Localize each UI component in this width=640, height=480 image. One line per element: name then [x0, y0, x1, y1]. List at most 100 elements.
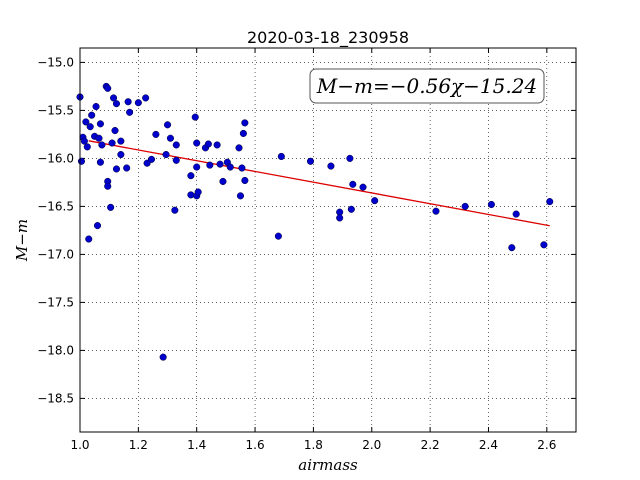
data-point	[432, 207, 440, 215]
data-point	[126, 108, 134, 116]
x-tick-label: 1.2	[129, 438, 148, 452]
data-point	[134, 99, 142, 107]
fit-line	[88, 140, 550, 227]
data-point	[461, 202, 469, 210]
y-tick-label: −17.5	[37, 295, 74, 309]
data-point	[82, 118, 90, 126]
data-point	[306, 157, 315, 165]
data-point	[110, 94, 118, 102]
x-tick-label: 2.0	[362, 438, 381, 452]
data-point	[213, 141, 221, 149]
y-tick-label: −16.5	[37, 199, 74, 213]
data-point	[508, 244, 516, 252]
y-tick-label: −18.0	[37, 343, 74, 357]
data-point	[546, 198, 554, 206]
data-point	[112, 100, 121, 108]
y-tick-label: −15.0	[37, 55, 74, 69]
data-point	[172, 141, 180, 149]
y-tick-label: −17.0	[37, 247, 74, 261]
data-point	[346, 154, 354, 162]
data-point	[347, 205, 355, 213]
annotation-box	[309, 68, 545, 104]
y-axis-label: M−m	[13, 219, 31, 262]
data-point	[327, 162, 335, 170]
data-point	[239, 129, 247, 137]
data-point	[226, 163, 234, 171]
axis-ticks: 1.0 1.2 1.4 1.6 1.8 2.0 2.2 2.4 2.6 −15.0 −15.5 −16…	[37, 48, 576, 452]
annotation-text: M−m=−0.56χ−15.24	[316, 74, 537, 98]
equation-annotation: M−m=−0.56χ−15.24	[309, 68, 545, 104]
data-point	[371, 197, 379, 205]
data-point	[80, 137, 88, 145]
x-tick-label: 1.8	[304, 438, 323, 452]
y-tick-label: −18.5	[37, 391, 74, 405]
x-tick-label: 1.6	[246, 438, 265, 452]
data-point	[187, 172, 195, 180]
data-point	[104, 182, 112, 190]
x-tick-label: 2.2	[421, 438, 440, 452]
data-point	[104, 84, 112, 92]
x-tick-label: 2.6	[537, 438, 556, 452]
x-tick-label: 1.0	[70, 438, 89, 452]
data-point	[359, 183, 367, 191]
data-point	[487, 200, 495, 209]
fit-line-group	[88, 140, 550, 227]
data-point	[77, 157, 86, 165]
data-point	[159, 353, 167, 361]
data-point	[147, 155, 156, 163]
chart-title: 2020-03-18_230958	[247, 28, 409, 48]
data-point	[540, 241, 548, 249]
x-tick-label: 1.4	[187, 438, 206, 452]
data-point	[123, 164, 131, 172]
data-point	[117, 151, 125, 159]
x-tick-label: 2.4	[479, 438, 498, 452]
data-point	[193, 163, 201, 171]
data-point	[219, 177, 227, 185]
data-point	[96, 158, 104, 166]
data-point	[241, 119, 249, 127]
data-point	[238, 164, 246, 172]
data-point	[92, 103, 100, 111]
data-point	[241, 176, 249, 185]
data-point	[193, 139, 201, 147]
data-point	[274, 232, 282, 240]
data-point	[85, 235, 93, 243]
data-point	[96, 120, 104, 128]
data-point	[216, 160, 224, 168]
y-tick-label: −16.0	[37, 151, 74, 165]
data-point	[142, 94, 150, 102]
data-point	[277, 152, 285, 161]
plot-frame	[79, 47, 577, 433]
data-points	[76, 82, 554, 361]
data-point	[88, 111, 96, 119]
data-point	[336, 214, 344, 222]
data-point	[86, 123, 94, 131]
data-point	[124, 98, 132, 106]
data-point	[93, 222, 102, 230]
data-point	[111, 127, 119, 135]
data-point	[98, 141, 106, 149]
data-point	[83, 143, 91, 151]
data-point	[235, 144, 243, 152]
data-point	[108, 139, 116, 147]
data-point	[107, 203, 115, 211]
data-point	[206, 161, 214, 169]
data-point	[236, 192, 245, 200]
data-point	[187, 191, 195, 199]
data-point	[349, 180, 357, 188]
data-point	[95, 134, 103, 142]
data-point	[117, 137, 125, 145]
data-point	[191, 113, 199, 121]
x-axis-label: airmass	[298, 456, 358, 474]
data-point	[204, 140, 212, 148]
data-point	[194, 188, 202, 196]
data-point	[171, 206, 179, 214]
data-point	[512, 210, 520, 218]
data-point	[112, 165, 121, 173]
data-point	[166, 134, 174, 142]
data-point	[172, 156, 180, 164]
data-point	[162, 151, 170, 159]
data-point	[152, 130, 160, 138]
data-point	[163, 121, 172, 129]
